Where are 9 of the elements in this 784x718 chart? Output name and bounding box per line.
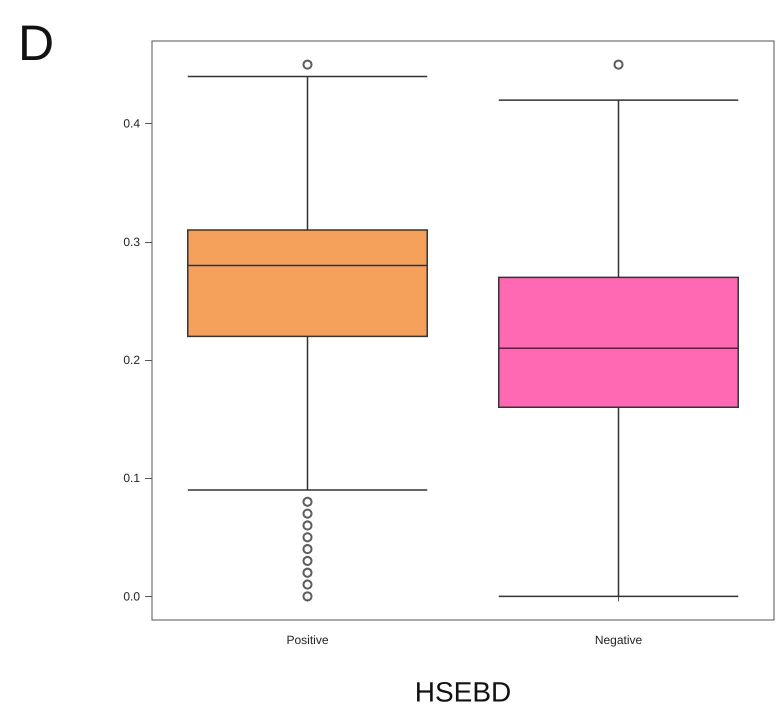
- x-axis-title: HSEBD: [414, 676, 512, 708]
- x-tick-label: Negative: [594, 633, 642, 647]
- text: D: [18, 15, 54, 71]
- y-tick-label: 0.2: [123, 353, 140, 368]
- y-tick-label: 0.3: [123, 234, 140, 249]
- y-tick-label: 0.0: [123, 589, 140, 604]
- y-tick-label: 0.1: [123, 471, 140, 486]
- x-tick-label: Positive: [286, 633, 329, 647]
- y-tick-label: 0.4: [123, 116, 140, 131]
